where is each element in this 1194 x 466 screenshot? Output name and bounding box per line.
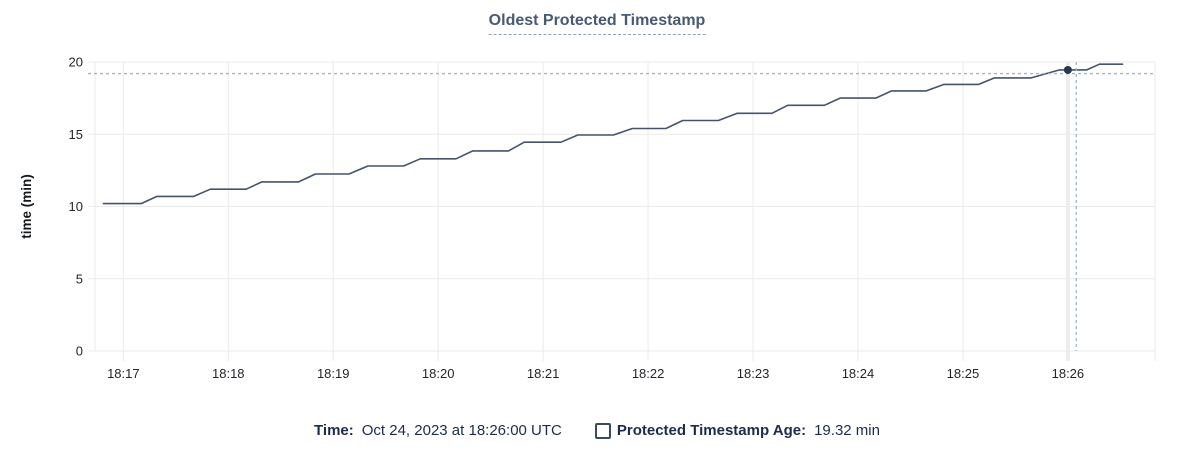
y-tick-label: 0 <box>76 344 83 359</box>
series-name-label: Protected Timestamp Age: <box>616 422 807 439</box>
x-tick-label: 18:19 <box>317 366 350 381</box>
chart-title[interactable]: Oldest Protected Timestamp <box>488 12 706 35</box>
x-tick-label: 18:25 <box>947 366 980 381</box>
series-value: 19.32 min <box>814 422 880 439</box>
chart-plot-area[interactable]: 0 5 10 15 20 18:17 18:18 18:19 18:20 18:21 18:22 18… <box>0 0 1194 400</box>
hover-time-label: Time: <box>314 422 354 439</box>
x-tick-label: 18:20 <box>422 366 455 381</box>
x-tick-label: 18:24 <box>842 366 875 381</box>
y-tick-label: 10 <box>69 199 83 214</box>
x-tick-label: 18:22 <box>632 366 665 381</box>
x-tick-label: 18:18 <box>212 366 245 381</box>
hover-time-value: Oct 24, 2023 at 18:26:00 UTC <box>361 422 562 439</box>
series-toggle-checkbox-icon[interactable] <box>594 422 611 439</box>
y-tick-label: 20 <box>69 55 83 70</box>
x-tick-label: 18:23 <box>737 366 770 381</box>
chart-hover-legend: Time: Oct 24, 2023 at 18:26:00 UTC Prote… <box>0 422 1194 439</box>
y-axis-title: time (min) <box>19 174 34 239</box>
x-tick-label: 18:21 <box>527 366 560 381</box>
x-tick-label: 18:17 <box>107 366 140 381</box>
y-tick-label: 15 <box>69 127 83 142</box>
hover-data-point-dot <box>1063 65 1072 74</box>
series-line-protected-timestamp-age <box>102 63 1124 205</box>
x-tick-label: 18:26 <box>1052 366 1085 381</box>
y-tick-label: 5 <box>76 271 83 286</box>
